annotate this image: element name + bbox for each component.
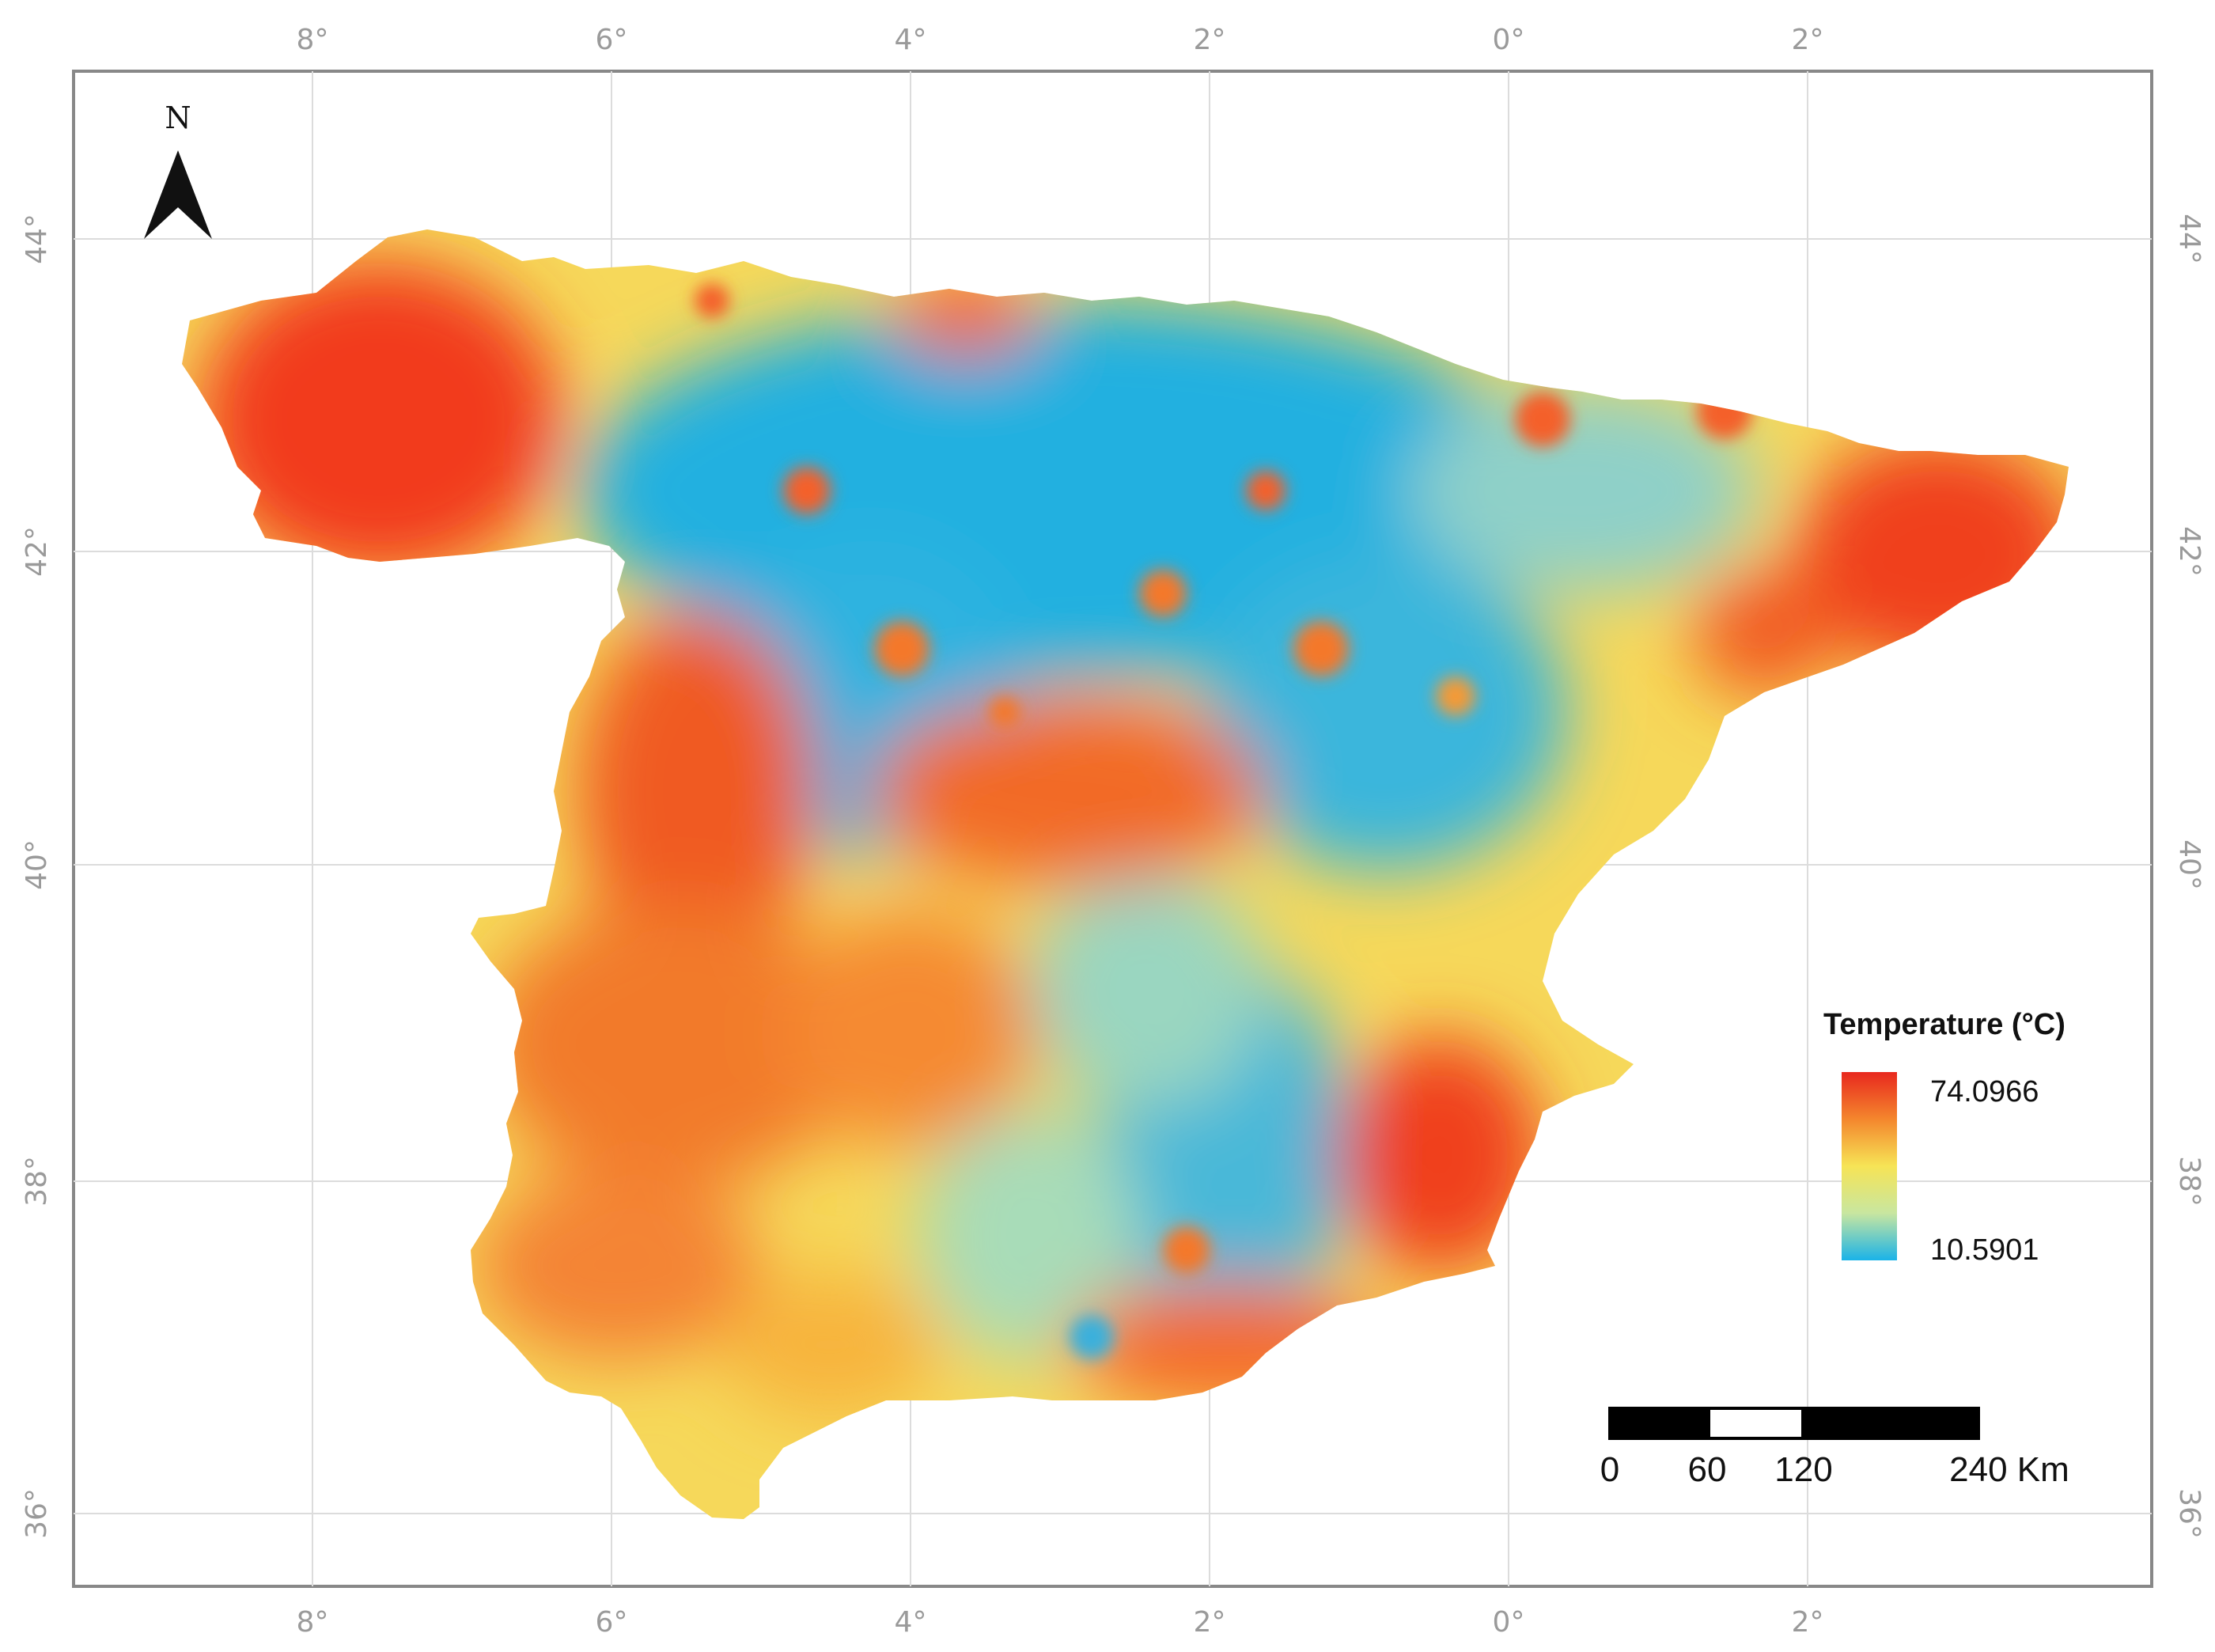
lat-tick-right: 38° (2173, 1156, 2206, 1207)
lon-tick-bottom: 0° (1493, 1606, 1525, 1639)
lat-tick-left: 38° (21, 1156, 53, 1207)
legend-max-label: 74.0966 (1930, 1075, 2039, 1108)
lat-tick-right: 40° (2173, 839, 2206, 890)
scale-label: 0 (1600, 1450, 1619, 1489)
longitude-ticks-bottom: 8° 6° 4° 2° 0° 2° (297, 1606, 1824, 1639)
legend: Temperature (°C) 74.0966 10.5901 (1823, 1008, 2065, 1267)
scale-label: 120 (1774, 1450, 1832, 1489)
north-arrow-icon: N (144, 100, 212, 239)
legend-color-ramp (1842, 1072, 1897, 1260)
scale-label: 60 (1688, 1450, 1727, 1489)
lat-tick-right: 44° (2173, 214, 2206, 264)
longitude-ticks-top: 8° 6° 4° 2° 0° 2° (297, 24, 1824, 56)
lat-tick-left: 42° (21, 526, 53, 577)
scale-label: 240 Km (1949, 1450, 2069, 1489)
lon-tick-bottom: 8° (297, 1606, 329, 1639)
lon-tick-bottom: 2° (1194, 1606, 1226, 1639)
lon-tick-top: 0° (1493, 24, 1525, 56)
lat-tick-right: 42° (2173, 526, 2206, 577)
lat-tick-left: 36° (21, 1488, 53, 1539)
latitude-ticks-left: 44° 42° 40° 38° 36° (21, 214, 53, 1539)
lon-tick-top: 8° (297, 24, 329, 56)
north-label: N (165, 100, 191, 135)
lon-tick-top: 2° (1792, 24, 1824, 56)
lat-tick-left: 44° (21, 214, 53, 264)
lon-tick-bottom: 4° (895, 1606, 927, 1639)
lon-tick-top: 4° (895, 24, 927, 56)
legend-min-label: 10.5901 (1930, 1233, 2039, 1267)
lat-tick-left: 40° (21, 839, 53, 890)
legend-title: Temperature (°C) (1823, 1008, 2065, 1041)
lat-tick-right: 36° (2173, 1488, 2206, 1539)
lon-tick-bottom: 6° (596, 1606, 628, 1639)
scale-bar: 0 60 120 240 Km (1600, 1407, 2069, 1489)
lon-tick-top: 6° (596, 24, 628, 56)
latitude-ticks-right: 44° 42° 40° 38° 36° (2173, 214, 2206, 1539)
lon-tick-top: 2° (1194, 24, 1226, 56)
lon-tick-bottom: 2° (1792, 1606, 1824, 1639)
